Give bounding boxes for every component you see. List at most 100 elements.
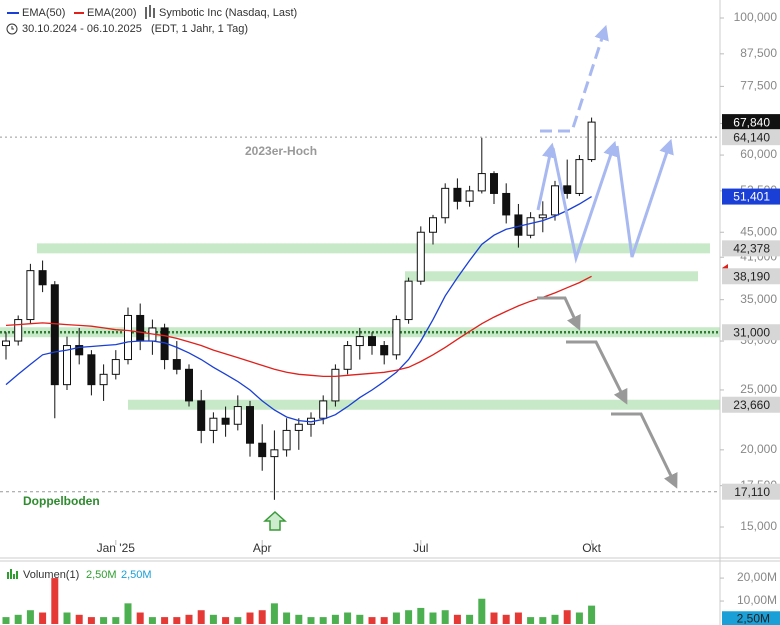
volume-bar bbox=[392, 612, 400, 624]
y-tick-label: 100,000 bbox=[734, 10, 778, 24]
level-layer bbox=[0, 136, 720, 493]
arrow bbox=[537, 296, 581, 331]
candle-body bbox=[343, 345, 352, 370]
arrow bbox=[615, 138, 674, 258]
volume-bar bbox=[14, 614, 22, 624]
volume-bar bbox=[466, 614, 474, 624]
candle-body bbox=[441, 187, 450, 219]
volume-bar bbox=[112, 617, 120, 624]
candle-body bbox=[368, 336, 376, 347]
candle-body bbox=[233, 406, 242, 425]
arrow bbox=[551, 140, 618, 264]
volume-bar bbox=[307, 617, 315, 624]
candle-body bbox=[380, 345, 389, 356]
candle-body bbox=[111, 359, 120, 375]
y-tick-label: 77,500 bbox=[740, 79, 777, 93]
price-label-box bbox=[722, 268, 780, 285]
price-label: 42,378 bbox=[733, 242, 770, 256]
ema-line bbox=[5, 196, 592, 423]
candle-body bbox=[429, 217, 437, 233]
volume-bar bbox=[514, 612, 522, 624]
volume-bar bbox=[575, 612, 583, 624]
arrow bbox=[566, 340, 628, 405]
y-tick-label: 25,000 bbox=[740, 382, 777, 396]
candle-body bbox=[14, 319, 23, 342]
volume-label: 2,50M bbox=[737, 611, 770, 625]
volume-bar bbox=[197, 610, 205, 624]
volume-bar bbox=[380, 617, 388, 624]
volume-bar bbox=[63, 612, 71, 624]
ema-line bbox=[5, 275, 592, 378]
y-tick-label: 60,000 bbox=[740, 147, 777, 161]
arrow bbox=[540, 24, 609, 133]
candle-body bbox=[551, 185, 559, 216]
candle-body bbox=[38, 270, 47, 286]
support-band bbox=[128, 399, 720, 410]
up-arrow-icon bbox=[263, 510, 287, 531]
candle-body bbox=[490, 173, 498, 194]
candle-body bbox=[172, 359, 181, 370]
candle-body bbox=[136, 314, 145, 342]
candle-body bbox=[209, 417, 218, 431]
volume-bar bbox=[331, 614, 339, 624]
price-label-box bbox=[722, 188, 780, 205]
volume-bar bbox=[124, 603, 132, 624]
candle-body bbox=[404, 280, 413, 321]
price-label: 64,140 bbox=[733, 130, 770, 144]
volume-bar bbox=[319, 617, 327, 624]
scenario-arrows bbox=[536, 24, 678, 489]
arrow bbox=[611, 412, 678, 489]
candle-body bbox=[270, 449, 279, 458]
candle-body bbox=[26, 270, 35, 321]
y-tick-label: 35,000 bbox=[740, 292, 777, 306]
volume-icon bbox=[7, 569, 18, 579]
volume-bar bbox=[100, 617, 108, 624]
volume-bar bbox=[563, 610, 571, 624]
volume-bar bbox=[551, 614, 559, 624]
candle-body bbox=[185, 368, 193, 402]
candle-body bbox=[75, 345, 84, 356]
price-label: 38,190 bbox=[733, 269, 770, 283]
volume-bar bbox=[2, 617, 10, 624]
volume-bar bbox=[344, 612, 352, 624]
price-label: 51,401 bbox=[733, 190, 770, 204]
volume-label-box bbox=[722, 611, 780, 625]
y-tick-label: 87,500 bbox=[740, 46, 777, 60]
candle-body bbox=[294, 423, 303, 431]
candle-body bbox=[563, 185, 572, 194]
candle-body bbox=[477, 173, 486, 192]
x-tick-label: Okt bbox=[582, 541, 601, 555]
volume-title: Volumen(1) bbox=[23, 569, 79, 581]
volume-bar bbox=[368, 617, 376, 624]
candle-body bbox=[416, 231, 425, 282]
ema-layer bbox=[5, 196, 592, 423]
candle-body bbox=[319, 400, 328, 419]
volume-bar bbox=[173, 617, 181, 624]
candle-body bbox=[87, 354, 96, 386]
legend-label: EMA(200) bbox=[87, 7, 137, 19]
clock-icon bbox=[6, 23, 18, 35]
volume-legend-value: 2,50M bbox=[121, 569, 152, 581]
candle-body bbox=[258, 442, 267, 458]
annotation: Doppelboden bbox=[23, 494, 100, 508]
volume-bar bbox=[148, 617, 156, 624]
price-label: 31,000 bbox=[733, 325, 770, 339]
volume-bar bbox=[258, 610, 266, 624]
candle-body bbox=[282, 429, 291, 451]
candle-body bbox=[587, 121, 596, 161]
volume-bar bbox=[295, 614, 303, 624]
y-tick-label: 45,000 bbox=[740, 224, 777, 238]
volume-bar bbox=[356, 614, 364, 624]
candle-body bbox=[2, 340, 10, 347]
candle-body bbox=[514, 214, 523, 236]
volume-bar bbox=[246, 612, 254, 624]
chart-title: Symbotic Inc (Nasdaq, Last) bbox=[159, 7, 297, 19]
volume-bar bbox=[51, 578, 59, 624]
candle-body bbox=[331, 368, 340, 402]
volume-bar bbox=[478, 598, 486, 624]
price-label-box bbox=[722, 396, 780, 413]
volume-bar bbox=[222, 617, 230, 624]
volume-bar bbox=[136, 612, 144, 624]
y-tick-label: 15,000 bbox=[740, 519, 777, 533]
